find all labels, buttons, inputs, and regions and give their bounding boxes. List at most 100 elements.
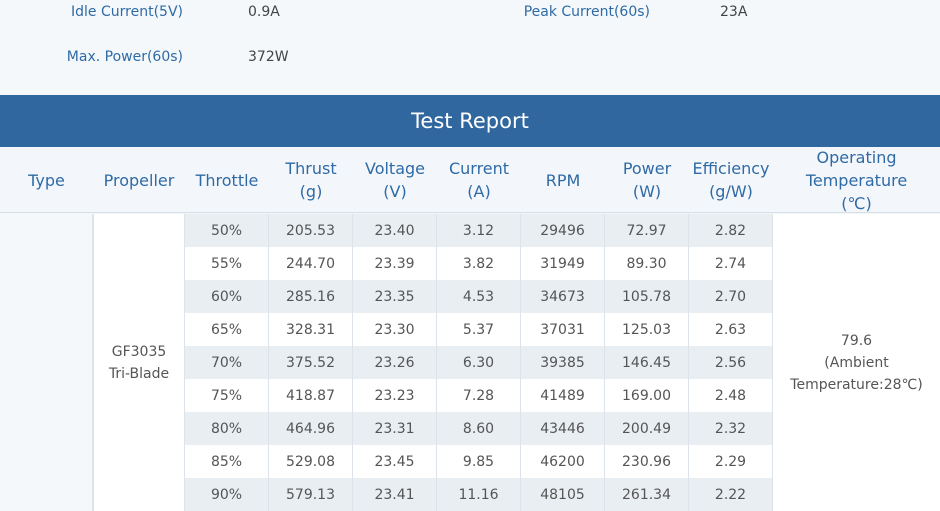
table-cell: 48105 bbox=[521, 478, 605, 511]
table-cell: 72.97 bbox=[605, 214, 689, 247]
header-line: Power bbox=[622, 159, 672, 178]
table-cell: 2.29 bbox=[689, 445, 773, 478]
table-cell: 200.49 bbox=[605, 412, 689, 445]
report-title: Test Report bbox=[0, 95, 940, 147]
table-cell: 285.16 bbox=[269, 280, 353, 313]
spec-label: Idle Current(5V) bbox=[71, 4, 183, 20]
table-cell: 3.12 bbox=[437, 214, 521, 247]
header-line: Throttle bbox=[195, 170, 259, 190]
header-line: (A) bbox=[467, 182, 491, 201]
table-cell: 7.28 bbox=[437, 379, 521, 412]
table-cell: 375.52 bbox=[269, 346, 353, 379]
table-cell: 2.48 bbox=[689, 379, 773, 412]
temperature-line: Temperature:28℃) bbox=[790, 376, 923, 393]
table-cell: 89.30 bbox=[605, 247, 689, 280]
table-cell: 43446 bbox=[521, 412, 605, 445]
column-header: Throttle bbox=[185, 147, 269, 213]
header-line: (℃) bbox=[841, 193, 872, 213]
type-cell bbox=[0, 214, 93, 511]
propeller-cell: GF3035 Tri-Blade bbox=[93, 214, 185, 511]
table-cell: 125.03 bbox=[605, 313, 689, 346]
table-cell: 70% bbox=[185, 346, 269, 379]
column-header: Operating Temperature (℃) bbox=[773, 147, 940, 213]
temperature-line: (Ambient bbox=[824, 354, 889, 371]
table-cell: 2.56 bbox=[689, 346, 773, 379]
header-line: Current bbox=[448, 159, 510, 178]
column-header: Efficiency (g/W) bbox=[689, 147, 773, 213]
table-cell: 2.63 bbox=[689, 313, 773, 346]
table-cell: 23.26 bbox=[353, 346, 437, 379]
spec-label: Peak Current(60s) bbox=[523, 4, 650, 20]
table-cell: 39385 bbox=[521, 346, 605, 379]
table-cell: 31949 bbox=[521, 247, 605, 280]
table-cell: 23.45 bbox=[353, 445, 437, 478]
table-cell: 3.82 bbox=[437, 247, 521, 280]
table-cell: 75% bbox=[185, 379, 269, 412]
column-header: Voltage (V) bbox=[353, 147, 437, 213]
table-cell: 328.31 bbox=[269, 313, 353, 346]
table-cell: 46200 bbox=[521, 445, 605, 478]
table-cell: 23.39 bbox=[353, 247, 437, 280]
temperature-cell: 79.6 (Ambient Temperature:28℃) bbox=[773, 214, 940, 511]
header-line: Temperature bbox=[805, 170, 908, 190]
header-line: RPM bbox=[545, 170, 581, 190]
spec-label: Max. Power(60s) bbox=[66, 49, 183, 65]
header-line: Type bbox=[28, 170, 65, 190]
header-line: Operating bbox=[816, 147, 897, 167]
table-cell: 6.30 bbox=[437, 346, 521, 379]
table-cell: 37031 bbox=[521, 313, 605, 346]
table-cell: 80% bbox=[185, 412, 269, 445]
header-line: (V) bbox=[383, 182, 407, 201]
table-cell: 23.40 bbox=[353, 214, 437, 247]
table-cell: 169.00 bbox=[605, 379, 689, 412]
table-cell: 23.30 bbox=[353, 313, 437, 346]
table-cell: 244.70 bbox=[269, 247, 353, 280]
column-header: Type bbox=[0, 147, 93, 213]
table-cell: 5.37 bbox=[437, 313, 521, 346]
column-header: Thrust (g) bbox=[269, 147, 353, 213]
table-cell: 105.78 bbox=[605, 280, 689, 313]
table-cell: 41489 bbox=[521, 379, 605, 412]
table-cell: 90% bbox=[185, 478, 269, 511]
table-cell: 9.85 bbox=[437, 445, 521, 478]
table-cell: 2.74 bbox=[689, 247, 773, 280]
table-cell: 529.08 bbox=[269, 445, 353, 478]
table-cell: 2.70 bbox=[689, 280, 773, 313]
table-cell: 2.22 bbox=[689, 478, 773, 511]
column-header: Propeller bbox=[93, 147, 185, 213]
column-header: RPM bbox=[521, 147, 605, 213]
table-cell: 11.16 bbox=[437, 478, 521, 511]
table-cell: 464.96 bbox=[269, 412, 353, 445]
table-cell: 4.53 bbox=[437, 280, 521, 313]
column-header: Current (A) bbox=[437, 147, 521, 213]
table-cell: 50% bbox=[185, 214, 269, 247]
temperature-line: 79.6 bbox=[840, 332, 873, 349]
header-line: (g) bbox=[299, 182, 323, 201]
table-cell: 23.23 bbox=[353, 379, 437, 412]
table-cell: 2.32 bbox=[689, 412, 773, 445]
propeller-line: Tri-Blade bbox=[108, 365, 170, 382]
spec-value: 0.9A bbox=[248, 4, 280, 20]
table-cell: 8.60 bbox=[437, 412, 521, 445]
table-cell: 60% bbox=[185, 280, 269, 313]
table-cell: 85% bbox=[185, 445, 269, 478]
table-cell: 23.35 bbox=[353, 280, 437, 313]
header-line: Thrust bbox=[285, 159, 337, 178]
table-cell: 261.34 bbox=[605, 478, 689, 511]
spec-value: 23A bbox=[720, 4, 748, 20]
table-cell: 146.45 bbox=[605, 346, 689, 379]
table-cell: 29496 bbox=[521, 214, 605, 247]
table-cell: 205.53 bbox=[269, 214, 353, 247]
header-row bbox=[0, 147, 940, 213]
header-line: (W) bbox=[632, 182, 662, 201]
table-cell: 23.31 bbox=[353, 412, 437, 445]
header-line: Efficiency bbox=[692, 159, 770, 178]
header-line: Voltage bbox=[364, 159, 425, 178]
table-cell: 55% bbox=[185, 247, 269, 280]
spec-value: 372W bbox=[248, 49, 289, 65]
propeller-line: GF3035 bbox=[111, 343, 167, 360]
column-header: Power (W) bbox=[605, 147, 689, 213]
table-cell: 2.82 bbox=[689, 214, 773, 247]
table-cell: 418.87 bbox=[269, 379, 353, 412]
